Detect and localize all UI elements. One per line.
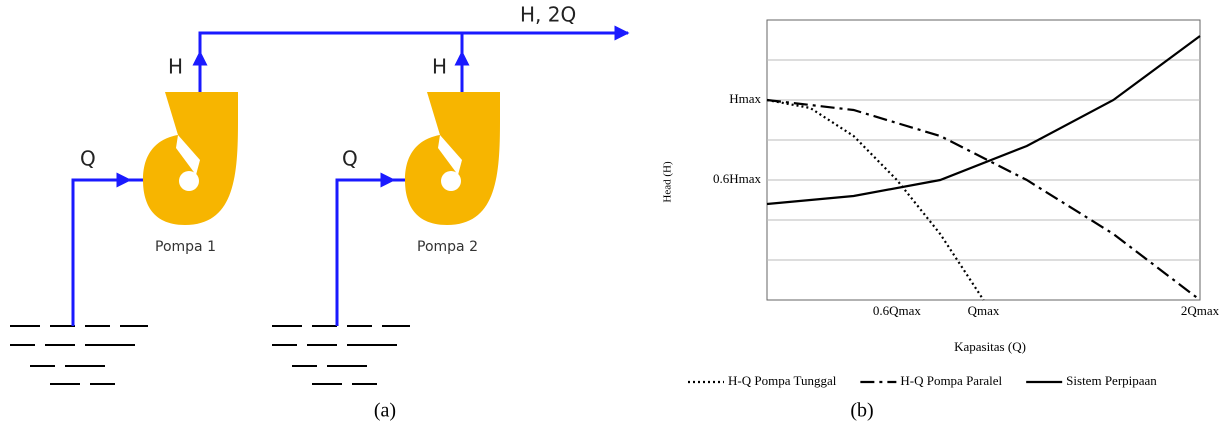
page: H, 2Q H H Q Q Pompa 1 Pompa 2 (a) (b) Ka… <box>0 0 1229 430</box>
series-line <box>767 100 1200 300</box>
x-axis-label: Kapasitas (Q) <box>954 339 1026 354</box>
head-label: H <box>432 55 447 79</box>
pump-name: Pompa 2 <box>417 239 478 255</box>
pump <box>405 92 500 225</box>
legend-label: H-Q Pompa Tunggal <box>728 373 837 388</box>
flow-label: Q <box>342 147 358 171</box>
series-line <box>767 36 1200 204</box>
outlet-label: H, 2Q <box>520 3 576 27</box>
water <box>10 326 410 384</box>
legend-label: Sistem Perpipaan <box>1066 373 1157 388</box>
x-tick-label: 0.6Qmax <box>873 303 922 318</box>
diagram-a: H, 2Q H H Q Q Pompa 1 Pompa 2 (a) <box>10 3 628 422</box>
plot-area <box>767 20 1200 300</box>
legend-label: H-Q Pompa Paralel <box>900 373 1002 388</box>
head-label: H <box>168 55 183 79</box>
y-axis-label: Head (H) <box>662 161 674 203</box>
x-tick-label: 2Qmax <box>1181 303 1220 318</box>
figure: H, 2Q H H Q Q Pompa 1 Pompa 2 (a) (b) Ka… <box>0 0 1229 430</box>
x-tick-label: Qmax <box>968 303 1000 318</box>
y-tick-label: Hmax <box>729 91 761 106</box>
pump <box>143 92 238 225</box>
y-tick-label: 0.6Hmax <box>713 171 762 186</box>
pump-name: Pompa 1 <box>155 239 216 255</box>
flow-label: Q <box>80 147 96 171</box>
chart-b: (b) Kapasitas (Q) Head (H) 0.6Hmax Hmax 0.… <box>662 20 1220 422</box>
caption: (a) <box>374 400 396 422</box>
caption: (b) <box>850 400 873 422</box>
